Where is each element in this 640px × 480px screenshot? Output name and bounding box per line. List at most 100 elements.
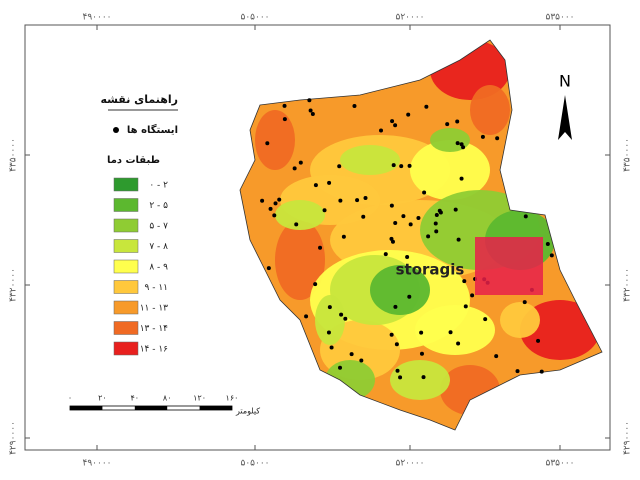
station	[459, 142, 464, 147]
station	[282, 103, 287, 108]
station	[416, 216, 421, 221]
station	[393, 304, 398, 309]
legend-swatch	[113, 198, 139, 212]
temperature-zone	[315, 295, 345, 345]
station	[359, 358, 364, 363]
station	[462, 279, 467, 284]
legend-swatch	[113, 300, 139, 315]
watermark-logo	[475, 237, 543, 295]
grid-label-top: ۵۳۵۰۰۰	[545, 13, 574, 23]
station	[260, 198, 265, 203]
station	[390, 119, 395, 124]
grid-label-bottom: ۵۲۰۰۰۰	[395, 459, 424, 469]
station	[277, 197, 282, 202]
legend-swatch	[113, 280, 139, 294]
station	[338, 198, 343, 203]
grid-label-right: ۴۳۵۰۰۰۰	[623, 138, 633, 172]
station	[419, 351, 424, 356]
station	[480, 134, 485, 139]
scale-label: ۸۰	[163, 394, 172, 403]
temperature-zone	[390, 360, 450, 400]
station	[355, 198, 360, 203]
station	[272, 213, 277, 218]
station	[304, 314, 309, 319]
legend-class-label: ۱۳ - ۱۴	[140, 324, 168, 334]
temperature-zone	[430, 128, 470, 152]
station	[463, 304, 468, 309]
station	[318, 245, 323, 250]
station	[327, 180, 332, 185]
station	[363, 196, 368, 201]
legend-class-label: ۲ - ۵	[149, 201, 168, 211]
station	[494, 354, 499, 359]
station	[523, 214, 528, 219]
station	[408, 222, 413, 227]
legend-class-label: ۷ - ۸	[149, 242, 168, 252]
station	[389, 236, 394, 241]
legend-swatch	[113, 239, 139, 253]
station	[329, 345, 334, 350]
station	[292, 166, 297, 171]
scale-label: ۱۲۰	[193, 394, 206, 403]
station	[322, 208, 327, 213]
station	[282, 117, 287, 122]
station	[389, 332, 394, 337]
legend-swatch	[113, 177, 139, 192]
scale-label: ۱۶۰	[226, 394, 239, 403]
station	[268, 206, 273, 211]
station	[522, 300, 527, 305]
temperature-zone	[500, 302, 540, 338]
legend-swatch	[113, 259, 139, 274]
grid-label-bottom: ۴۹۰۰۰۰	[82, 459, 111, 469]
station	[273, 201, 278, 206]
station	[545, 242, 550, 247]
station	[343, 316, 348, 321]
station	[401, 214, 406, 219]
station	[445, 122, 450, 127]
station	[407, 294, 412, 299]
station	[307, 98, 312, 103]
scale-segment	[199, 406, 232, 410]
temperature-zone	[410, 140, 490, 200]
station	[470, 293, 475, 298]
station	[338, 365, 343, 370]
station	[448, 330, 453, 335]
station	[341, 234, 346, 239]
legend-swatch	[113, 218, 139, 233]
station	[421, 375, 426, 380]
temperature-zone	[275, 220, 325, 300]
temperature-zone	[370, 265, 430, 315]
legend-classes-title: طبقات دما	[107, 155, 160, 166]
station	[395, 368, 400, 373]
grid-label-bottom: ۵۳۵۰۰۰	[545, 459, 574, 469]
station	[549, 253, 554, 258]
station	[339, 312, 344, 317]
station	[453, 207, 458, 212]
legend-class-label: ۸ - ۹	[149, 263, 168, 273]
station	[361, 214, 366, 219]
legend-swatch	[113, 321, 139, 335]
station	[308, 108, 313, 113]
grid-label-right: ۴۳۲۰۰۰۰	[623, 268, 633, 302]
station	[349, 352, 354, 357]
station	[398, 375, 403, 380]
scale-label: ۰	[68, 394, 72, 403]
grid-label-left: ۴۳۵۰۰۰۰	[9, 138, 19, 172]
station	[407, 163, 412, 168]
station	[434, 213, 439, 218]
grid-label-left: ۴۲۹۰۰۰۰	[9, 421, 19, 455]
scale-segment	[70, 406, 103, 410]
temperature-zone	[255, 110, 295, 170]
scale-unit: کیلومتر	[235, 407, 260, 416]
temperature-zone	[275, 200, 325, 230]
legend-title: راهنمای نقشه	[100, 93, 178, 106]
legend-class-label: ۵ - ۷	[149, 222, 168, 232]
temperature-zone	[415, 305, 495, 355]
station	[456, 237, 461, 242]
station	[455, 119, 460, 124]
station	[310, 112, 315, 117]
grid-label-left: ۴۳۲۰۰۰۰	[9, 268, 19, 302]
north-label: N	[559, 72, 571, 91]
station	[515, 369, 520, 374]
